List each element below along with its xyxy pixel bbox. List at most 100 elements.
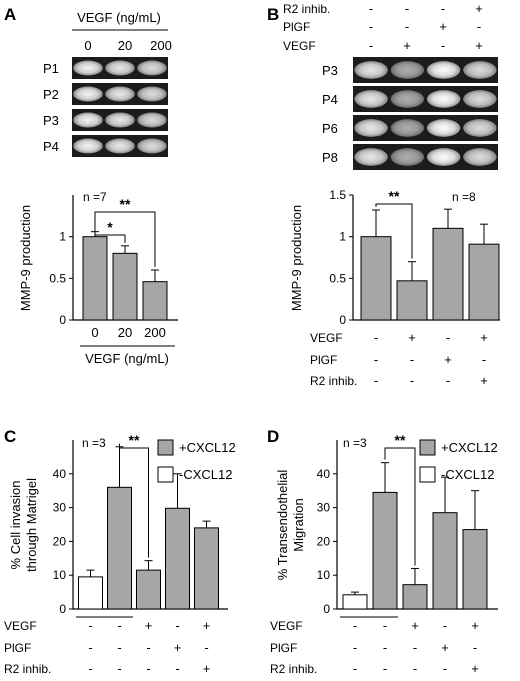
condition-sign: - xyxy=(383,661,387,676)
y-tick-label: 10 xyxy=(317,568,331,582)
gel-b-hdr-label-2: VEGF xyxy=(283,39,316,53)
condition-sign: - xyxy=(374,330,378,345)
gel-row-label: P3 xyxy=(322,63,338,78)
y-axis-label: % Cell invasion xyxy=(8,481,23,570)
condition-sign: - xyxy=(175,618,179,633)
condition-sign: - xyxy=(353,661,357,676)
bar xyxy=(462,529,488,610)
gel-band xyxy=(390,90,425,108)
gel-band xyxy=(105,86,135,102)
y-tick-label: 0 xyxy=(323,602,330,616)
bar xyxy=(468,243,500,321)
bar xyxy=(112,252,138,321)
gel-a-col-0: 0 xyxy=(84,38,91,53)
condition-sign: - xyxy=(117,618,121,633)
significance-label: * xyxy=(107,219,113,235)
gel-band xyxy=(426,61,461,79)
n-label: n =3 xyxy=(82,436,106,450)
gel-band xyxy=(73,112,103,128)
gel-a-col-2: 200 xyxy=(150,38,172,53)
chart-c: 0 10 20 30 40 % Cell invasion through Matrigel… xyxy=(4,432,236,676)
gel-b-sign: - xyxy=(369,19,373,34)
y-tick-label: 0 xyxy=(59,313,66,327)
significance-bracket xyxy=(384,447,416,566)
y-tick-label: 1 xyxy=(339,230,346,244)
gel-b-sign: - xyxy=(441,38,445,53)
y-tick-label: 30 xyxy=(317,501,331,515)
condition-sign: - xyxy=(374,352,378,367)
gel-b-sign: + xyxy=(439,19,447,34)
gel-b-sign: - xyxy=(441,1,445,16)
n-label: n =7 xyxy=(83,190,107,204)
legend-swatch xyxy=(157,439,174,456)
condition-sign: - xyxy=(88,640,92,655)
bar xyxy=(372,491,398,610)
chart-d: 0 10 20 30 40 % Transendothelial Migration n =3… xyxy=(270,432,498,676)
x-axis-label: VEGF (ng/mL) xyxy=(85,351,169,366)
y-tick-label: 40 xyxy=(53,467,67,481)
condition-sign: - xyxy=(204,640,208,655)
panel-letter-b: B xyxy=(267,5,279,24)
y-tick-label: 30 xyxy=(53,501,67,515)
gel-row-label: P4 xyxy=(322,92,338,107)
condition-sign: - xyxy=(353,640,357,655)
condition-sign: + xyxy=(408,330,416,345)
gel-row-label: P1 xyxy=(43,61,59,76)
y-tick-label: 1 xyxy=(59,230,66,244)
condition-sign: + xyxy=(441,640,449,655)
gel-a-col-1: 20 xyxy=(118,38,132,53)
significance-bracket xyxy=(119,443,149,558)
condition-sign: - xyxy=(482,352,486,367)
gel-band xyxy=(105,112,135,128)
condition-label: R2 inhib. xyxy=(310,374,357,388)
gel-band xyxy=(137,86,167,102)
gel-b: P3 P4 P6 P8 xyxy=(322,57,498,170)
gel-band xyxy=(105,138,135,154)
condition-sign: + xyxy=(444,352,452,367)
condition-sign: - xyxy=(383,618,387,633)
y-axis-label: MMP-9 production xyxy=(18,205,33,311)
gel-band xyxy=(463,119,497,137)
y-axis-label: % Transendothelial xyxy=(275,470,290,581)
gel-row-label: P6 xyxy=(322,121,338,136)
gel-band xyxy=(137,60,167,76)
legend-swatch xyxy=(419,439,436,456)
bar xyxy=(107,486,132,610)
gel-band xyxy=(426,119,461,137)
gel-b-sign: + xyxy=(403,38,411,53)
bar xyxy=(402,584,428,610)
condition-sign: - xyxy=(117,640,121,655)
gel-band xyxy=(390,119,425,137)
condition-sign: - xyxy=(175,661,179,676)
y-axis-label: Migration xyxy=(291,498,306,551)
legend-label: +CXCL12 xyxy=(441,440,498,455)
x-tick-label: 0 xyxy=(91,325,98,340)
gel-band xyxy=(354,90,388,108)
x-tick-label: 20 xyxy=(118,325,132,340)
significance-bracket xyxy=(94,228,126,243)
gel-b-sign: + xyxy=(475,1,483,16)
condition-sign: - xyxy=(117,661,121,676)
bar xyxy=(78,576,103,610)
legend-swatch xyxy=(419,466,436,483)
gel-b-sign: - xyxy=(405,1,409,16)
condition-sign: - xyxy=(410,373,414,388)
bar xyxy=(342,594,368,610)
gel-band xyxy=(354,119,388,137)
chart-b: 0 0.5 1 1.5 MMP-9 production n =8 ** VEGF - + - + Pl… xyxy=(289,188,500,388)
significance-bracket xyxy=(375,203,413,259)
n-label: n =3 xyxy=(343,436,367,450)
condition-sign: + xyxy=(174,640,182,655)
bar xyxy=(360,236,392,321)
condition-sign: - xyxy=(88,661,92,676)
gel-band xyxy=(426,148,461,166)
y-axis-label: through Matrigel xyxy=(24,478,39,572)
gel-band xyxy=(463,61,497,79)
condition-label: VEGF xyxy=(4,619,37,633)
gel-band xyxy=(463,148,497,166)
gel-b-sign: - xyxy=(369,1,373,16)
gel-b-hdr-label-1: PlGF xyxy=(283,20,310,34)
condition-sign: - xyxy=(443,661,447,676)
gel-band xyxy=(354,61,388,79)
